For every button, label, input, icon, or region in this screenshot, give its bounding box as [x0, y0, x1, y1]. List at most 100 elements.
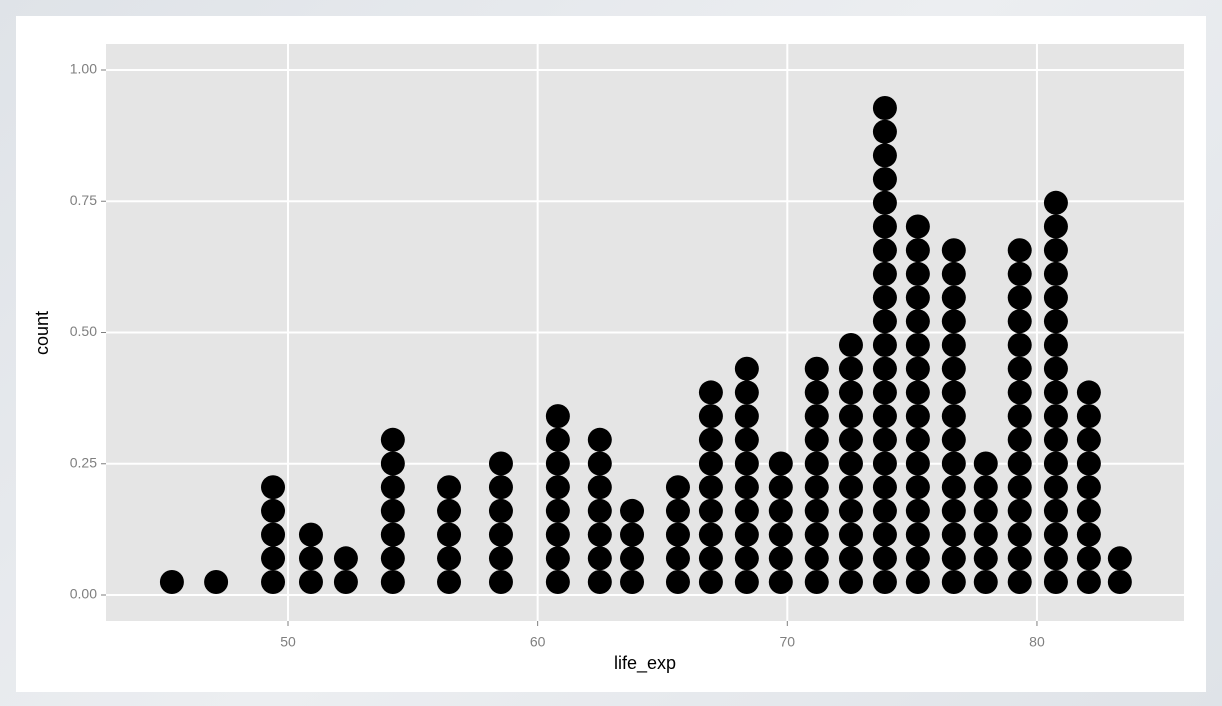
dot [1007, 498, 1032, 523]
dot [488, 522, 513, 547]
dot-stack [545, 404, 570, 595]
dot [1007, 309, 1032, 334]
dot [298, 522, 323, 547]
dot [1076, 570, 1101, 595]
dot [1076, 427, 1101, 452]
dot [1007, 546, 1032, 571]
dot [734, 451, 759, 476]
y-axis-title: count [32, 311, 52, 355]
dot [1076, 522, 1101, 547]
dot [698, 498, 723, 523]
dot [872, 143, 897, 168]
dot [768, 498, 793, 523]
dot [698, 570, 723, 595]
dot [587, 427, 612, 452]
dot [1007, 285, 1032, 310]
dot [1107, 570, 1132, 595]
dot [545, 546, 570, 571]
dot [587, 498, 612, 523]
dot [159, 570, 184, 595]
dot [437, 522, 462, 547]
dot [734, 570, 759, 595]
dot [734, 427, 759, 452]
dot [905, 214, 930, 239]
dot [905, 309, 930, 334]
dot [620, 570, 645, 595]
dot [941, 261, 966, 286]
dot [298, 546, 323, 571]
dot-stack [437, 475, 462, 595]
y-tick-label: 1.00 [70, 61, 97, 77]
dot [380, 570, 405, 595]
dot [1076, 380, 1101, 405]
dot [1076, 475, 1101, 500]
dot [768, 522, 793, 547]
dot [1007, 261, 1032, 286]
dot [973, 522, 998, 547]
dot [1007, 427, 1032, 452]
dot [1043, 190, 1068, 215]
dot [872, 214, 897, 239]
dot [488, 498, 513, 523]
dot [905, 546, 930, 571]
dot [905, 333, 930, 358]
dot [488, 475, 513, 500]
y-tick-label: 0.25 [70, 454, 97, 470]
dot [1107, 546, 1132, 571]
dot [488, 451, 513, 476]
dot [380, 427, 405, 452]
dot [545, 522, 570, 547]
dot [380, 451, 405, 476]
dot [804, 380, 829, 405]
dot-stack [698, 380, 723, 595]
dot [1076, 451, 1101, 476]
dot-stack [333, 546, 358, 595]
dot [698, 427, 723, 452]
dot-stack [905, 214, 930, 595]
dot [545, 570, 570, 595]
dot [804, 498, 829, 523]
dot [1076, 404, 1101, 429]
dot [768, 451, 793, 476]
dot [804, 475, 829, 500]
dot-stack [1043, 190, 1068, 595]
dot [941, 498, 966, 523]
dot [872, 475, 897, 500]
dot [838, 475, 863, 500]
dot [905, 380, 930, 405]
dot [261, 498, 286, 523]
dot [437, 546, 462, 571]
dot [698, 546, 723, 571]
dot [698, 475, 723, 500]
dot [1076, 498, 1101, 523]
dot [941, 333, 966, 358]
dot [587, 475, 612, 500]
dot [620, 546, 645, 571]
dot [872, 285, 897, 310]
dot [941, 238, 966, 263]
dot [204, 570, 229, 595]
dot [941, 380, 966, 405]
dot [734, 522, 759, 547]
dot [941, 309, 966, 334]
dot [437, 475, 462, 500]
dot [1043, 570, 1068, 595]
dot-stack [1007, 238, 1032, 595]
dot [545, 498, 570, 523]
dot-stack [298, 522, 323, 595]
dot [620, 498, 645, 523]
dot [734, 380, 759, 405]
dot-stack [488, 451, 513, 595]
dot [734, 356, 759, 381]
dot [804, 356, 829, 381]
dot [941, 427, 966, 452]
dot-stack [261, 475, 286, 595]
dot [838, 380, 863, 405]
dot [261, 475, 286, 500]
dot [872, 522, 897, 547]
dot [804, 570, 829, 595]
dot [941, 285, 966, 310]
dot [905, 356, 930, 381]
dot [261, 522, 286, 547]
